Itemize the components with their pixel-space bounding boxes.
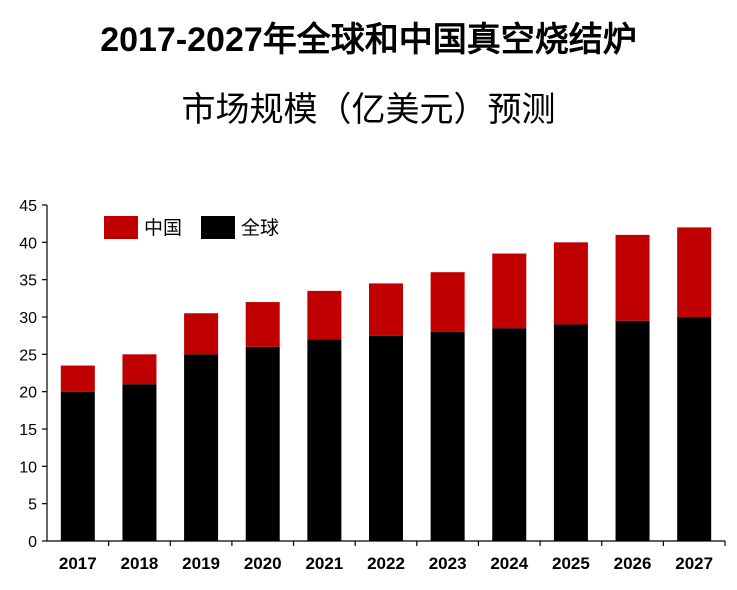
y-tick-label: 20 <box>19 385 37 402</box>
bar-global-2017 <box>60 391 95 541</box>
y-tick-label: 10 <box>19 459 37 476</box>
bar-global-2027 <box>677 317 712 541</box>
x-tick-label-2026: 2026 <box>614 554 652 573</box>
legend-label-china: 中国 <box>144 217 182 239</box>
x-tick-label-2024: 2024 <box>490 554 528 573</box>
bar-china-2020 <box>245 302 280 347</box>
y-tick-label: 0 <box>28 534 37 551</box>
bar-china-2026 <box>615 234 650 321</box>
y-tick-label: 35 <box>19 273 37 290</box>
x-tick-label-2027: 2027 <box>675 554 713 573</box>
legend-swatch-global <box>201 216 235 239</box>
legend-label-global: 全球 <box>241 217 279 239</box>
x-tick-label-2025: 2025 <box>552 554 590 573</box>
x-tick-label-2019: 2019 <box>182 554 220 573</box>
bar-global-2024 <box>492 328 527 541</box>
bar-china-2027 <box>677 227 712 317</box>
x-tick-label-2021: 2021 <box>305 554 343 573</box>
x-tick-label-2023: 2023 <box>429 554 467 573</box>
bar-global-2019 <box>184 354 219 541</box>
bar-china-2019 <box>184 313 219 355</box>
bar-china-2025 <box>553 242 588 325</box>
x-tick-label-2018: 2018 <box>121 554 159 573</box>
bar-china-2017 <box>60 365 95 392</box>
x-tick-label-2020: 2020 <box>244 554 282 573</box>
bar-global-2023 <box>430 331 465 541</box>
bar-china-2023 <box>430 272 465 332</box>
y-tick-label: 40 <box>19 235 37 252</box>
y-tick-label: 5 <box>28 497 37 514</box>
chart-title-line-1: 2017-2027年全球和中国真空烧结炉 <box>100 21 637 59</box>
chart-title-line-2: 市场规模（亿美元）预测 <box>181 91 556 129</box>
bar-global-2026 <box>615 320 650 541</box>
bar-china-2022 <box>369 283 403 336</box>
bar-global-2021 <box>307 339 342 541</box>
bar-global-2020 <box>245 346 280 541</box>
x-tick-label-2022: 2022 <box>367 554 405 573</box>
bar-china-2021 <box>307 290 342 340</box>
legend-swatch-china <box>104 216 138 239</box>
y-tick-label: 25 <box>19 347 37 364</box>
y-tick-label: 15 <box>19 422 37 439</box>
bar-global-2025 <box>553 324 588 541</box>
bar-china-2024 <box>492 253 527 329</box>
x-tick-label-2017: 2017 <box>59 554 97 573</box>
bar-global-2018 <box>122 384 157 541</box>
bar-china-2018 <box>122 354 157 385</box>
y-tick-label: 45 <box>19 198 37 215</box>
y-tick-label: 30 <box>19 310 37 327</box>
bar-global-2022 <box>369 335 403 541</box>
